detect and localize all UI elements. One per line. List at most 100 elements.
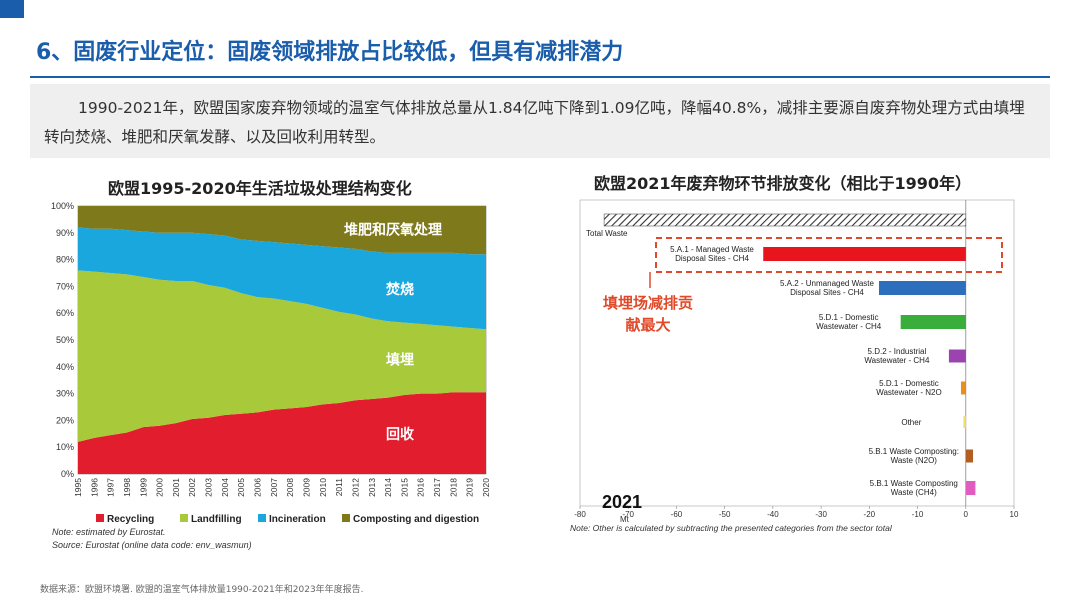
x-tick-label: -70 [622, 510, 634, 519]
bar [878, 281, 966, 295]
highlight-box [655, 237, 1003, 273]
legend-swatch [180, 514, 188, 522]
area-label: 焚烧 [385, 281, 414, 297]
page-title: 6、固废行业定位：固废领域排放占比较低，但具有减排潜力 [36, 40, 624, 65]
year-label: 2021 [602, 492, 642, 512]
x-tick-label: 2013 [367, 478, 377, 497]
waste-emission-change-bar-chart: Total Waste 5.A.1 - Managed Waste Disposal… [570, 199, 1019, 533]
x-tick-label: 2007 [269, 478, 279, 497]
legend-label: Recycling [107, 514, 154, 525]
legend-label: Composting and digestion [353, 514, 479, 525]
bar-label: 5.D.1 - Domestic Wastewater - CH4 [816, 313, 882, 331]
intro-text: 1990-2021年，欧盟国家废弃物领域的温室气体排放总量从1.84亿吨下降到1… [44, 99, 1025, 146]
y-tick-label: 70% [56, 281, 74, 291]
y-tick-label: 50% [56, 335, 74, 345]
x-tick-label: 2003 [204, 478, 214, 497]
bar [763, 247, 966, 261]
left-chart-title: 欧盟1995-2020年生活垃圾处理结构变化 [108, 179, 412, 198]
left-source: Source: Eurostat (online data code: env_… [52, 540, 252, 550]
x-tick-label: 2020 [481, 478, 491, 497]
area-label: 回收 [386, 426, 415, 442]
x-tick-label: 2002 [187, 478, 197, 497]
y-tick-label: 20% [56, 415, 74, 425]
y-tick-label: 30% [56, 389, 74, 399]
title-divider [30, 76, 1050, 78]
callout-line: 填埋场减排贡献最大 [602, 294, 693, 334]
legend-item: Landfilling [180, 514, 242, 525]
bar-label: 5.A.2 - Unmanaged Waste Disposal Sites - … [780, 279, 875, 297]
left-note: Note: estimated by Eurostat. [52, 527, 166, 537]
legend-swatch [342, 514, 350, 522]
bar [963, 416, 966, 428]
right-chart-title: 欧盟2021年废弃物环节排放变化（相比于1990年） [594, 174, 972, 193]
y-tick-label: 80% [56, 255, 74, 265]
x-tick-label: 2011 [334, 478, 344, 497]
bar [948, 349, 966, 363]
x-tick-label: -40 [767, 510, 779, 519]
x-tick-label: 2000 [155, 478, 165, 497]
legend-label: Incineration [269, 514, 326, 525]
y-tick-label: 40% [56, 362, 74, 372]
unit-label: Mt [620, 515, 630, 524]
area-series-landfilling [78, 270, 486, 442]
y-tick-label: 0% [61, 469, 74, 479]
x-tick-label: 2006 [253, 478, 263, 497]
legend-swatch [258, 514, 266, 522]
x-tick-label: 2017 [432, 478, 442, 497]
legend-swatch [96, 514, 104, 522]
x-tick-label: 2019 [465, 478, 475, 497]
x-tick-label: 1996 [89, 478, 99, 497]
bar [603, 213, 967, 227]
y-tick-label: 90% [56, 228, 74, 238]
right-note: Note: Other is calculated by subtracting… [570, 523, 893, 533]
bar-label: 5.B.1 Waste Composting Waste (CH4) [870, 479, 958, 497]
source-footer: 数据来源：欧盟环境署. 欧盟的温室气体排放量1990-2021年和2023年年度… [40, 585, 364, 595]
area-label: 堆肥和厌氧处理 [344, 221, 442, 237]
x-tick-label: -20 [864, 510, 876, 519]
x-tick-label: -80 [574, 510, 586, 519]
x-tick-label: -50 [719, 510, 731, 519]
bar [965, 481, 976, 495]
x-tick-label: 2008 [285, 478, 295, 497]
bar [960, 381, 966, 395]
y-tick-label: 100% [51, 201, 74, 211]
callout-text: 填埋场减排贡献最大 [598, 292, 698, 336]
x-tick-label: 10 [1010, 510, 1019, 519]
x-tick-label: 2018 [448, 478, 458, 497]
area-series-composting-and-digestion [78, 206, 486, 255]
x-tick-label: 2009 [301, 478, 311, 497]
x-tick-label: -60 [671, 510, 683, 519]
y-tick-label: 60% [56, 308, 74, 318]
area-series-recycling [78, 392, 486, 474]
y-tick-label: 10% [56, 442, 74, 452]
x-tick-label: 1997 [106, 478, 116, 497]
x-tick-label: 1995 [73, 478, 83, 497]
x-tick-label: 2015 [399, 478, 409, 497]
x-tick-label: 2001 [171, 478, 181, 497]
area-label: 填埋 [386, 351, 414, 367]
bar-label: 5.B.1 Waste Composting: Waste (N2O) [869, 447, 959, 465]
x-tick-label: -10 [912, 510, 924, 519]
x-tick-label: 2014 [383, 478, 393, 497]
x-tick-label: 1999 [138, 478, 148, 497]
bar-label: 5.D.1 - Domestic Wastewater - N2O [876, 379, 942, 397]
x-tick-label: 1998 [122, 478, 132, 497]
x-tick-label: 2012 [350, 478, 360, 497]
x-tick-label: -30 [815, 510, 827, 519]
bar-label: Total Waste [586, 229, 628, 238]
x-tick-label: 2016 [416, 478, 426, 497]
area-series-incineration [78, 227, 486, 330]
x-tick-label: 2005 [236, 478, 246, 497]
x-tick-label: 0 [964, 510, 969, 519]
intro-box: 1990-2021年，欧盟国家废弃物领域的温室气体排放总量从1.84亿吨下降到1… [30, 84, 1050, 158]
bar [900, 315, 966, 329]
x-tick-label: 2010 [318, 478, 328, 497]
msw-treatment-area-chart: 0% 10% 20% 30% 40% 50% 60% 70% 80% 90% 100% 1995 19… [51, 201, 491, 550]
corner-accent [0, 0, 24, 18]
legend-item: Composting and digestion [342, 514, 479, 525]
bar [965, 449, 974, 463]
bar-label: Other [901, 418, 921, 427]
bar-label: 5.D.2 - Industrial Wastewater - CH4 [864, 347, 930, 365]
legend-item: Recycling [96, 514, 154, 525]
x-tick-label: 2004 [220, 478, 230, 497]
